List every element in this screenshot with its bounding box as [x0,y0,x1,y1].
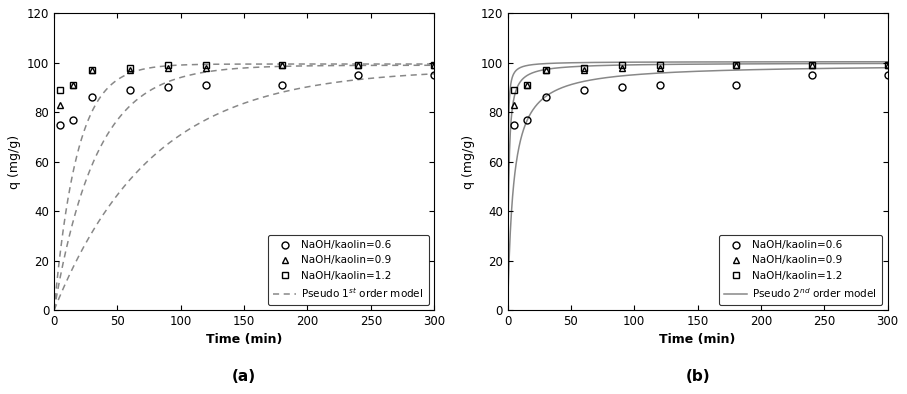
X-axis label: Time (min): Time (min) [206,333,282,346]
Legend: NaOH/kaolin=0.6, NaOH/kaolin=0.9, NaOH/kaolin=1.2, Pseudo 1$^{st}$ order model: NaOH/kaolin=0.6, NaOH/kaolin=0.9, NaOH/k… [268,235,429,305]
Legend: NaOH/kaolin=0.6, NaOH/kaolin=0.9, NaOH/kaolin=1.2, Pseudo 2$^{nd}$ order model: NaOH/kaolin=0.6, NaOH/kaolin=0.9, NaOH/k… [719,235,883,305]
Y-axis label: q (mg/g): q (mg/g) [462,135,475,189]
Text: (a): (a) [232,369,256,384]
X-axis label: Time (min): Time (min) [659,333,736,346]
Text: (b): (b) [686,369,710,384]
Y-axis label: q (mg/g): q (mg/g) [8,135,22,189]
